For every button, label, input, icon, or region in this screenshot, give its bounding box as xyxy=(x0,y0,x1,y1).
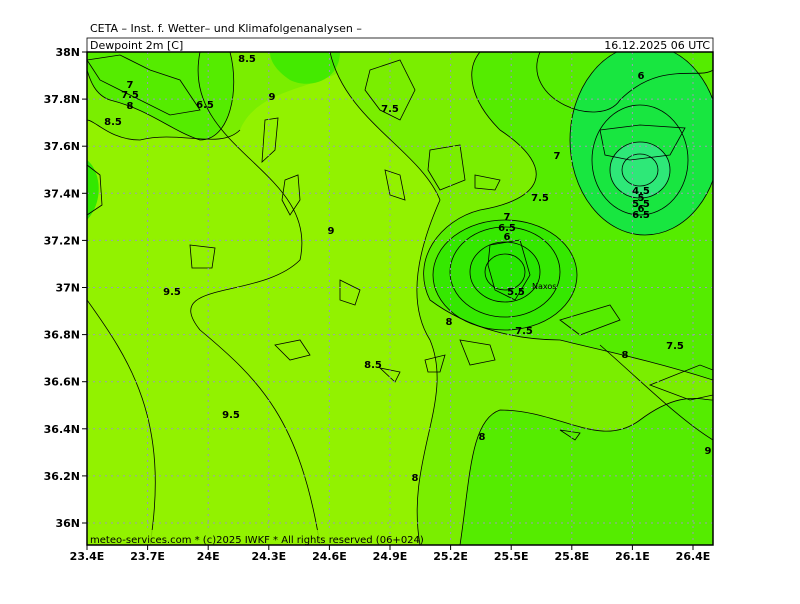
contour-label: 7.5 xyxy=(121,90,139,101)
field-7b xyxy=(460,398,713,545)
lat-label: 37N xyxy=(55,282,80,295)
lon-label: 24E xyxy=(197,550,220,563)
lat-label: 36.6N xyxy=(44,376,80,389)
contour-label: 4.5 xyxy=(632,186,650,197)
lat-label: 37.6N xyxy=(44,140,80,153)
lon-label: 23.4E xyxy=(70,550,105,563)
contour-label: 6.5 xyxy=(498,223,516,234)
contour-label: 6.5 xyxy=(632,210,650,221)
contour-labels: 8.577.58 6.58.597.5677.54.555.566.576.569… xyxy=(104,54,711,484)
field-top xyxy=(270,52,340,84)
title: CETA – Inst. f. Wetter– und Klimafolgena… xyxy=(90,22,362,35)
lon-label: 26.1E xyxy=(615,550,650,563)
contour-label: 6 xyxy=(638,204,645,215)
contour-label: 8 xyxy=(479,432,486,443)
field-7c xyxy=(87,52,234,140)
map-area: 8.577.58 6.58.597.5677.54.555.566.576.569… xyxy=(86,51,714,546)
contour-label: 9 xyxy=(328,226,335,237)
field-west xyxy=(87,160,99,220)
lat-label: 36N xyxy=(55,517,80,530)
contour-label: 8.5 xyxy=(238,54,256,65)
variable-label: Dewpoint 2m [C] xyxy=(90,39,183,52)
contour-label: 9.5 xyxy=(163,287,181,298)
lat-label: 36.4N xyxy=(44,423,80,436)
contour-label: 7 xyxy=(504,212,511,223)
contour-label: 5.5 xyxy=(507,287,525,298)
contour-label: 7.5 xyxy=(666,341,684,352)
contour-label: 9 xyxy=(269,92,276,103)
contour-label: 7.5 xyxy=(531,193,549,204)
lat-label: 36.2N xyxy=(44,470,80,483)
graticule xyxy=(87,52,713,545)
lon-label: 24.9E xyxy=(373,550,408,563)
footer-bg xyxy=(87,530,387,545)
map-frame xyxy=(86,51,714,546)
lon-label: 24.6E xyxy=(312,550,347,563)
lon-label: 25.2E xyxy=(433,550,468,563)
lon-label: 25.5E xyxy=(494,550,529,563)
footer: meteo-services.com * (c)2025 IWKF * All … xyxy=(90,535,424,546)
contour-label: 7.5 xyxy=(515,326,533,337)
datetime-label: 16.12.2025 06 UTC xyxy=(604,39,710,52)
contour-label: 9.5 xyxy=(222,410,240,421)
contour-label: 8 xyxy=(127,101,134,112)
contour-label: 8 xyxy=(412,473,419,484)
contour-label: 8 xyxy=(446,317,453,328)
contour-label: 8.5 xyxy=(104,117,122,128)
contour-label: 6.5 xyxy=(196,100,214,111)
place-label: Naxos xyxy=(532,282,556,291)
coastlines xyxy=(87,54,713,441)
field-east-core xyxy=(610,142,670,198)
lat-label: 37.8N xyxy=(44,93,80,106)
lat-label: 37.4N xyxy=(44,187,80,200)
lat-label: 36.8N xyxy=(44,329,80,342)
lon-label: 25.8E xyxy=(554,550,589,563)
lon-label: 26.4E xyxy=(676,550,711,563)
contour-label: 7.5 xyxy=(381,104,399,115)
lat-label: 37.2N xyxy=(44,234,80,247)
contour-label: 6 xyxy=(504,232,511,243)
contour-label: 7 xyxy=(127,80,134,91)
contour-label: 8.5 xyxy=(364,360,382,371)
lon-label: 24.3E xyxy=(251,550,286,563)
contour-label: 7 xyxy=(554,151,561,162)
contour-label: 9 xyxy=(705,446,712,457)
contour-label: 8 xyxy=(622,350,629,361)
contours xyxy=(87,52,713,545)
lon-label: 23.7E xyxy=(130,550,165,563)
lat-label: 38N xyxy=(55,46,80,59)
contour-label: 5 xyxy=(638,193,645,204)
contour-label: 5.5 xyxy=(632,199,650,210)
contour-label: 6 xyxy=(638,71,645,82)
